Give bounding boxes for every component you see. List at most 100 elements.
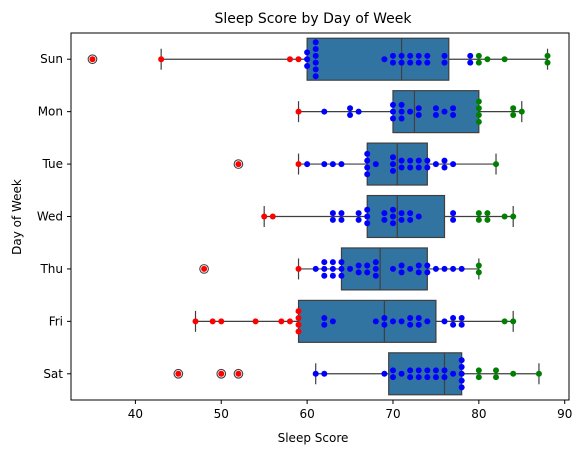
data-point — [502, 214, 508, 220]
data-point — [433, 374, 439, 380]
data-point — [424, 263, 430, 269]
data-point — [390, 367, 396, 373]
box-iqr — [299, 300, 436, 342]
data-point — [545, 53, 551, 59]
data-point — [510, 214, 516, 220]
data-point — [390, 374, 396, 380]
x-axis-label: Sleep Score — [278, 431, 349, 445]
data-point — [459, 357, 465, 363]
data-point — [407, 266, 413, 272]
data-point — [510, 112, 516, 118]
data-point — [493, 161, 499, 167]
y-axis: Sun Mon Tue Wed Thu Fri Sat — [37, 52, 71, 381]
data-point — [296, 329, 302, 335]
data-point — [416, 53, 422, 59]
box-group-wed — [264, 196, 513, 238]
box-iqr — [393, 91, 479, 133]
data-point — [321, 273, 327, 279]
data-point — [416, 60, 422, 66]
data-point — [399, 263, 405, 269]
data-point — [450, 210, 456, 216]
data-point — [313, 66, 319, 72]
data-point — [296, 161, 302, 167]
data-point — [304, 63, 310, 69]
data-point — [476, 210, 482, 216]
data-point — [502, 318, 508, 324]
data-point — [338, 259, 344, 265]
data-point — [416, 269, 422, 275]
data-point — [476, 269, 482, 275]
data-point — [381, 371, 387, 377]
data-point — [399, 115, 405, 121]
data-point — [390, 168, 396, 174]
data-point — [364, 214, 370, 220]
data-point — [313, 53, 319, 59]
data-point — [493, 374, 499, 380]
plot-marks — [88, 38, 550, 395]
data-point — [399, 217, 405, 223]
data-point — [356, 210, 362, 216]
data-point — [373, 266, 379, 272]
data-point — [442, 158, 448, 164]
data-point — [450, 322, 456, 328]
data-point — [218, 371, 224, 377]
data-point — [510, 105, 516, 111]
data-point — [356, 263, 362, 269]
data-point — [364, 171, 370, 177]
data-point — [467, 60, 473, 66]
data-point — [321, 371, 327, 377]
data-point — [442, 374, 448, 380]
data-point — [416, 315, 422, 321]
data-point — [330, 318, 336, 324]
data-point — [545, 60, 551, 66]
data-point — [390, 161, 396, 167]
data-point — [390, 102, 396, 108]
data-point — [442, 53, 448, 59]
data-point — [321, 259, 327, 265]
x-tick-label: 80 — [471, 407, 486, 421]
data-point — [399, 210, 405, 216]
data-point — [218, 318, 224, 324]
data-point — [330, 210, 336, 216]
data-point — [313, 39, 319, 45]
data-point — [510, 371, 516, 377]
data-point — [373, 259, 379, 265]
data-point — [304, 56, 310, 62]
data-point — [407, 164, 413, 170]
data-point — [407, 217, 413, 223]
data-point — [433, 367, 439, 373]
data-point — [330, 217, 336, 223]
data-point — [416, 164, 422, 170]
data-point — [381, 210, 387, 216]
data-point — [321, 315, 327, 321]
box-group-sun — [88, 38, 547, 80]
data-point — [407, 367, 413, 373]
data-point — [261, 214, 267, 220]
data-point — [459, 384, 465, 390]
data-point — [476, 374, 482, 380]
data-point — [390, 318, 396, 324]
data-point — [459, 364, 465, 370]
data-point — [476, 263, 482, 269]
data-point — [442, 266, 448, 272]
data-point — [399, 269, 405, 275]
data-point — [304, 49, 310, 55]
x-tick-label: 40 — [128, 407, 143, 421]
data-point — [338, 210, 344, 216]
data-point — [416, 374, 422, 380]
data-point — [399, 371, 405, 377]
data-point — [390, 207, 396, 213]
data-point — [416, 322, 422, 328]
data-point — [442, 60, 448, 66]
data-point — [407, 315, 413, 321]
data-point — [424, 60, 430, 66]
x-tick-label: 50 — [214, 407, 229, 421]
data-point — [416, 263, 422, 269]
data-point — [476, 367, 482, 373]
data-point — [321, 109, 327, 115]
data-point — [459, 378, 465, 384]
data-point — [296, 109, 302, 115]
data-point — [364, 158, 370, 164]
data-point — [459, 371, 465, 377]
